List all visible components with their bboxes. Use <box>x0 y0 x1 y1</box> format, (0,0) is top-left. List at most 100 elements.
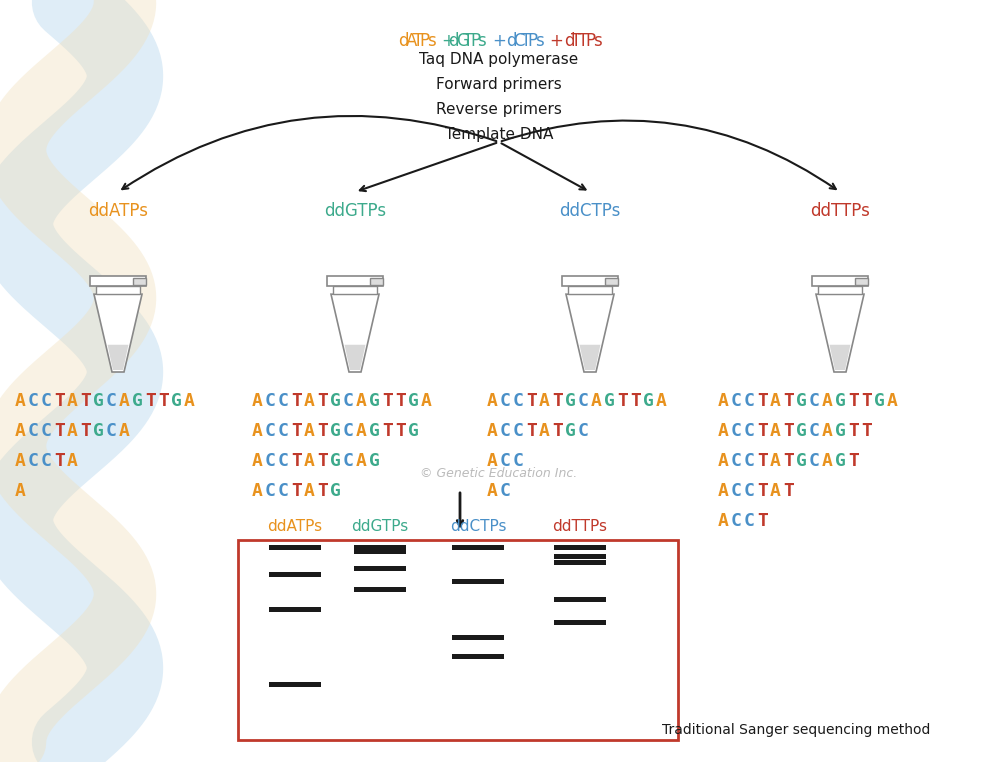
FancyBboxPatch shape <box>238 540 678 740</box>
Polygon shape <box>94 294 142 372</box>
Text: ddTTPs: ddTTPs <box>553 519 608 534</box>
Text: T: T <box>783 452 793 470</box>
Text: G: G <box>369 422 380 440</box>
Text: C: C <box>500 482 511 500</box>
Polygon shape <box>580 344 601 370</box>
Text: A: A <box>887 392 898 410</box>
Text: C: C <box>265 452 275 470</box>
Text: s: s <box>535 32 544 50</box>
Text: T: T <box>552 422 563 440</box>
Text: A: A <box>67 392 78 410</box>
Text: T: T <box>861 392 872 410</box>
Text: s: s <box>593 32 602 50</box>
Text: T: T <box>158 392 169 410</box>
Bar <box>354 545 406 549</box>
Text: A: A <box>718 392 729 410</box>
Bar <box>554 620 606 625</box>
Text: T: T <box>757 452 767 470</box>
Bar <box>554 554 606 559</box>
Text: T: T <box>757 482 767 500</box>
Text: © Genetic Education Inc.: © Genetic Education Inc. <box>420 467 578 480</box>
Text: +: + <box>492 32 506 50</box>
Text: C: C <box>731 512 742 530</box>
Bar <box>370 277 382 285</box>
Text: G: G <box>874 392 885 410</box>
Text: A: A <box>67 452 78 470</box>
Text: A: A <box>304 422 315 440</box>
Text: G: G <box>835 392 846 410</box>
Text: Reverse primers: Reverse primers <box>436 102 562 117</box>
Text: C: C <box>513 32 525 50</box>
Text: +: + <box>550 32 563 50</box>
Text: G: G <box>330 392 341 410</box>
Text: C: C <box>28 422 39 440</box>
Text: T: T <box>291 422 301 440</box>
Text: T: T <box>783 422 793 440</box>
Text: A: A <box>15 482 26 500</box>
Text: C: C <box>744 452 754 470</box>
Text: A: A <box>487 452 498 470</box>
Bar <box>452 635 504 640</box>
Bar <box>269 607 321 612</box>
Text: T: T <box>317 392 328 410</box>
Text: G: G <box>330 422 341 440</box>
Text: P: P <box>420 32 430 50</box>
Text: A: A <box>822 392 833 410</box>
Text: G: G <box>565 422 576 440</box>
Text: G: G <box>330 452 341 470</box>
Text: A: A <box>15 392 26 410</box>
Bar <box>812 276 867 287</box>
Text: T: T <box>848 392 859 410</box>
Text: C: C <box>513 452 524 470</box>
Text: ddCTPs: ddCTPs <box>559 202 621 220</box>
Text: ddTTPs: ddTTPs <box>810 202 870 220</box>
Text: s: s <box>427 32 436 50</box>
Text: C: C <box>744 482 754 500</box>
Text: G: G <box>565 392 576 410</box>
Text: T: T <box>526 392 537 410</box>
Polygon shape <box>816 294 864 372</box>
Text: C: C <box>731 482 742 500</box>
Text: A: A <box>15 452 26 470</box>
Text: C: C <box>265 482 275 500</box>
Text: C: C <box>41 392 52 410</box>
Text: T: T <box>80 392 91 410</box>
Text: G: G <box>369 452 380 470</box>
Text: G: G <box>369 392 380 410</box>
Text: C: C <box>809 452 820 470</box>
Text: A: A <box>356 422 367 440</box>
Text: A: A <box>304 482 315 500</box>
Text: A: A <box>822 452 833 470</box>
Text: A: A <box>539 422 550 440</box>
Text: C: C <box>500 422 511 440</box>
Text: d: d <box>448 32 459 50</box>
Bar <box>269 545 321 549</box>
Text: G: G <box>132 392 143 410</box>
Bar <box>97 287 140 294</box>
Bar <box>855 277 867 285</box>
Text: G: G <box>796 422 806 440</box>
Text: Template DNA: Template DNA <box>445 127 553 142</box>
Bar <box>354 549 406 554</box>
Text: C: C <box>500 392 511 410</box>
Text: G: G <box>643 392 654 410</box>
Text: T: T <box>317 422 328 440</box>
Text: T: T <box>291 482 301 500</box>
Text: A: A <box>119 392 130 410</box>
Text: G: G <box>604 392 615 410</box>
Text: T: T <box>783 482 793 500</box>
Text: A: A <box>252 452 262 470</box>
Text: A: A <box>718 512 729 530</box>
Text: C: C <box>809 422 820 440</box>
Text: T: T <box>145 392 156 410</box>
Bar <box>554 560 606 565</box>
Text: T: T <box>861 422 872 440</box>
Text: G: G <box>171 392 182 410</box>
Text: T: T <box>521 32 531 50</box>
Text: A: A <box>252 482 262 500</box>
Text: A: A <box>184 392 195 410</box>
Text: C: C <box>343 422 354 440</box>
Text: s: s <box>477 32 486 50</box>
Text: T: T <box>617 392 628 410</box>
Text: C: C <box>513 422 524 440</box>
